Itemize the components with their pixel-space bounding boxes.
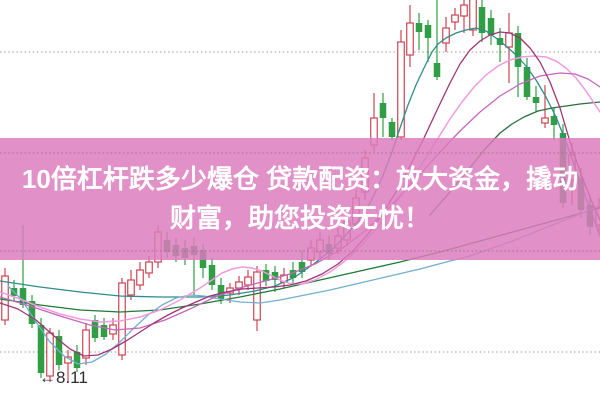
ma-teal — [0, 27, 600, 298]
candle-up — [136, 262, 144, 290]
candle-up — [469, 0, 477, 36]
candle-up — [1, 268, 9, 325]
candle-down — [208, 258, 216, 290]
candle-down — [424, 20, 432, 62]
candle-down — [73, 345, 81, 372]
candle-down — [28, 295, 36, 328]
candle-up — [82, 323, 90, 365]
candle-up — [127, 270, 135, 300]
candle-up — [118, 278, 126, 360]
candle-down — [523, 58, 531, 100]
candle-down — [91, 315, 99, 342]
candle-down — [388, 118, 396, 140]
candle-down — [415, 13, 423, 50]
candle-down — [487, 10, 495, 45]
candle-up — [235, 276, 243, 295]
candle-down — [433, 0, 441, 80]
candle-down — [379, 93, 387, 137]
candle-up — [397, 30, 405, 140]
ad-banner-background — [0, 138, 600, 260]
candle-down — [55, 330, 63, 370]
candle-up — [442, 17, 450, 52]
candle-up — [244, 270, 252, 290]
candle-up — [460, 0, 468, 33]
candle-up — [253, 266, 261, 331]
candle-down — [271, 266, 279, 292]
left-arrow-icon: ← — [39, 368, 56, 387]
low-price-value: 8.11 — [56, 368, 88, 387]
low-price-annotation: ← 8.11 — [39, 368, 88, 388]
ma-pink — [0, 55, 600, 323]
candle-down — [37, 318, 45, 378]
candle-up — [541, 85, 549, 128]
candle-down — [478, 0, 486, 42]
candle-down — [262, 264, 270, 286]
candle-down — [532, 86, 540, 112]
candle-up — [451, 8, 459, 30]
candle-up — [406, 5, 414, 67]
